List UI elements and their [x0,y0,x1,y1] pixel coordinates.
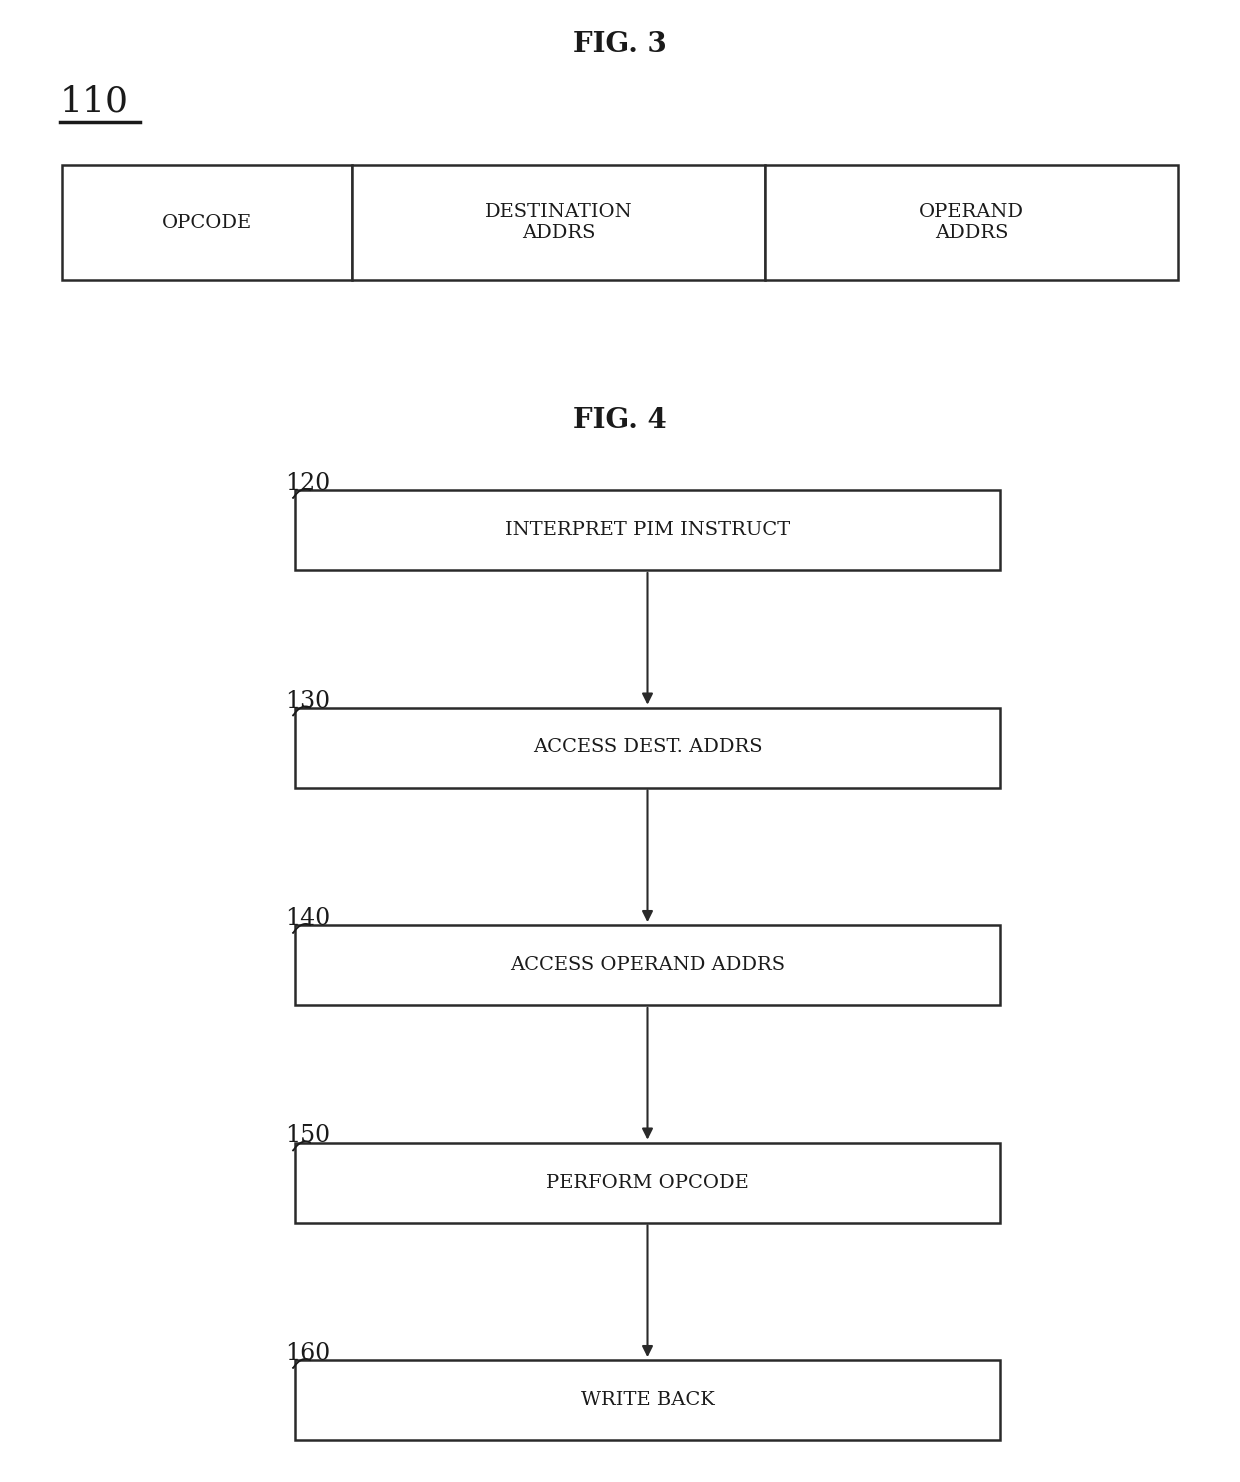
Text: ACCESS DEST. ADDRS: ACCESS DEST. ADDRS [533,738,763,756]
Bar [295,925,999,1005]
Text: 110: 110 [60,84,129,119]
Text: OPERAND
ADDRS: OPERAND ADDRS [919,203,1024,242]
Text: OPCODE: OPCODE [162,213,252,231]
Bar [295,1360,999,1441]
Text: INTERPRET PIM INSTRUCT: INTERPRET PIM INSTRUCT [505,522,790,539]
Text: ACCESS OPERAND ADDRS: ACCESS OPERAND ADDRS [510,956,785,974]
Text: FIG. 3: FIG. 3 [573,31,667,58]
Text: PERFORM OPCODE: PERFORM OPCODE [546,1174,749,1192]
Bar [295,707,999,787]
Text: FIG. 4: FIG. 4 [573,406,667,434]
Text: DESTINATION
ADDRS: DESTINATION ADDRS [485,203,632,242]
Bar [295,1143,999,1223]
Text: WRITE BACK: WRITE BACK [580,1392,714,1409]
Text: 160: 160 [285,1343,330,1365]
Bar [352,165,765,280]
Bar [62,165,352,280]
Text: 140: 140 [285,907,330,931]
Bar [765,165,1178,280]
Text: 150: 150 [285,1125,330,1147]
Text: 120: 120 [285,471,330,495]
Text: 130: 130 [285,689,330,713]
Bar [295,491,999,571]
